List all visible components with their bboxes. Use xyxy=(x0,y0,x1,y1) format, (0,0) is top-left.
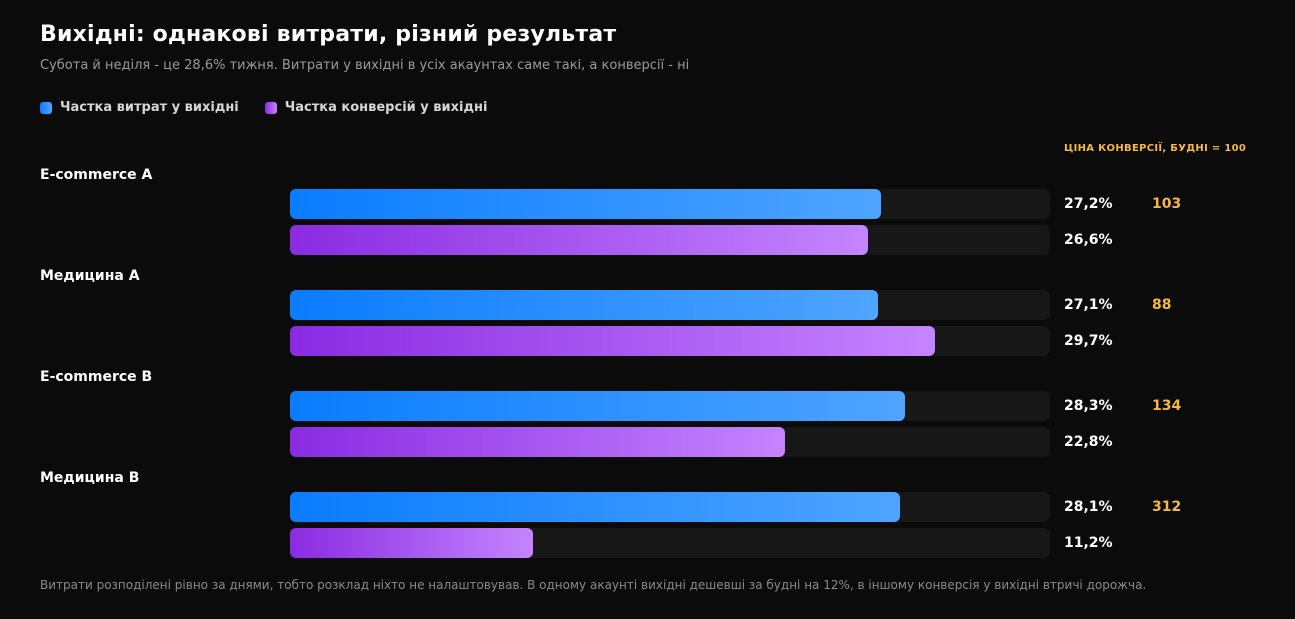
bar-track xyxy=(290,290,1050,320)
group-label: E-commerce B xyxy=(40,369,153,385)
bar-conversion-share xyxy=(290,427,786,457)
bar-conversion-share xyxy=(290,225,868,255)
conversion-cost-index: 312 xyxy=(1152,499,1182,515)
legend-item-conversions: Частка конверсій у вихідні xyxy=(264,100,488,115)
conversion-share-label: 29,7% xyxy=(1064,333,1113,349)
bar-conversion-share xyxy=(290,528,534,558)
conversion-cost-header: ЦІНА КОНВЕРСІЇ, БУДНІ = 100 xyxy=(1064,143,1247,154)
bar-spend-share xyxy=(290,189,881,219)
bar-track xyxy=(290,427,1050,457)
conversion-share-label: 26,6% xyxy=(1064,232,1113,248)
spend-share-label: 28,1% xyxy=(1064,499,1113,515)
footnote: Витрати розподілені рівно за днями, тобт… xyxy=(40,578,1147,592)
legend-label-conversions: Частка конверсій у вихідні xyxy=(284,100,488,115)
bar-spend-share xyxy=(290,391,905,421)
conversion-cost-index: 88 xyxy=(1152,297,1172,313)
chart-title: Вихідні: однакові витрати, різний резуль… xyxy=(40,22,617,47)
chart-subtitle: Субота й неділя - це 28,6% тижня. Витрат… xyxy=(40,58,690,73)
conversion-cost-index: 103 xyxy=(1152,196,1182,212)
group-label: Медицина A xyxy=(40,268,140,284)
bar-conversion-share xyxy=(290,326,935,356)
bar-track xyxy=(290,225,1050,255)
bar-track xyxy=(290,492,1050,522)
bar-spend-share xyxy=(290,492,901,522)
legend-swatch-conversions xyxy=(264,101,277,114)
legend: Частка витрат у вихідні Частка конверсій… xyxy=(40,100,513,115)
conversion-cost-index: 134 xyxy=(1152,398,1182,414)
bar-track xyxy=(290,391,1050,421)
conversion-share-label: 11,2% xyxy=(1064,535,1113,551)
legend-item-spend: Частка витрат у вихідні xyxy=(40,100,239,115)
group-label: Медицина B xyxy=(40,470,140,486)
group-label: E-commerce A xyxy=(40,167,153,183)
bar-spend-share xyxy=(290,290,879,320)
legend-swatch-spend xyxy=(40,101,52,114)
bar-track xyxy=(290,326,1050,356)
legend-label-spend: Частка витрат у вихідні xyxy=(60,100,239,115)
bar-track xyxy=(290,189,1050,219)
spend-share-label: 28,3% xyxy=(1064,398,1113,414)
conversion-share-label: 22,8% xyxy=(1064,434,1113,450)
bar-track xyxy=(290,528,1050,558)
spend-share-label: 27,2% xyxy=(1064,196,1113,212)
spend-share-label: 27,1% xyxy=(1064,297,1113,313)
